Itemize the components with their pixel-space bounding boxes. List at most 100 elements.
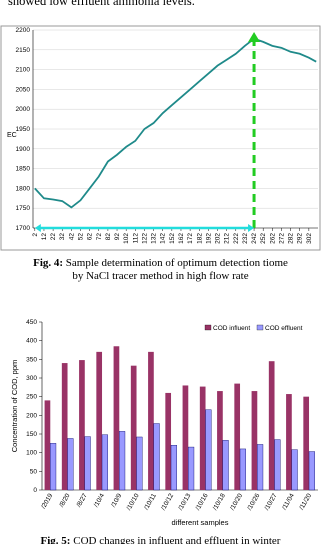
legend-label: COD effluent — [265, 325, 303, 332]
x-tick-label: /11/04 — [281, 492, 296, 511]
y-tick-label: 300 — [26, 375, 37, 382]
bar — [130, 365, 137, 490]
y-tick-label: 200 — [26, 412, 37, 419]
x-tick-label: 252 — [260, 233, 267, 244]
x-tick-label: 32 — [59, 233, 66, 241]
x-tick-label: /10/26 — [246, 492, 261, 511]
bar — [170, 445, 177, 491]
marker-arrow — [248, 32, 261, 42]
bar — [239, 448, 246, 491]
x-tick-label: 302 — [306, 233, 313, 244]
x-tick-label: /8/27 — [76, 492, 89, 508]
bar — [217, 391, 223, 490]
legend-swatch — [204, 324, 212, 331]
caption-label: Fig. 5: — [40, 535, 71, 544]
bar — [251, 391, 258, 490]
caption-text: Sample determination of optimum detectio… — [65, 257, 288, 282]
x-tick-label: 2 — [32, 233, 39, 237]
caption-text: COD changes in influent and effluent in … — [73, 535, 281, 544]
x-tick-label: 62 — [87, 233, 94, 241]
bar — [257, 444, 264, 491]
y-tick-label: 250 — [26, 394, 37, 401]
x-tick-label: 22 — [50, 233, 57, 241]
y-tick-label: 2100 — [16, 67, 31, 74]
x-tick-label: /10/9 — [110, 492, 123, 508]
bar — [291, 449, 298, 491]
bar — [234, 383, 241, 490]
x-tick-label: /10/27 — [264, 492, 279, 511]
legend-label: COD influent — [213, 325, 250, 332]
bar — [308, 451, 315, 491]
x-tick-label: 292 — [297, 233, 304, 244]
x-tick-label: /10/4 — [93, 492, 106, 508]
y-tick-label: 1850 — [16, 166, 31, 173]
bar — [67, 438, 74, 491]
caption-label: Fig. 4: — [33, 257, 64, 269]
x-tick-label: 242 — [251, 233, 258, 244]
x-tick-label: 92 — [114, 233, 121, 241]
x-tick-label: 142 — [160, 233, 167, 244]
x-tick-label: 52 — [78, 233, 85, 241]
x-tick-label: 152 — [169, 233, 176, 244]
x-tick-label: /10/10 — [126, 492, 141, 511]
y-tick-label: 50 — [30, 468, 38, 475]
x-tick-label: /10/18 — [212, 492, 227, 511]
bar — [165, 392, 172, 490]
x-tick-label: /8/20 — [58, 492, 71, 508]
bar — [84, 436, 91, 491]
bar — [50, 443, 57, 491]
x-tick-label: 222 — [233, 233, 240, 244]
y-tick-label: 2050 — [16, 86, 31, 93]
legend-swatch — [256, 324, 264, 331]
chart-frame — [0, 25, 321, 251]
x-tick-label: 82 — [105, 233, 112, 241]
x-tick-label: 122 — [141, 233, 148, 244]
y-axis-label: EC — [7, 132, 17, 139]
bar — [79, 360, 85, 490]
x-tick-label: 192 — [205, 233, 212, 244]
y-tick-label: 2200 — [16, 27, 31, 34]
bar — [96, 351, 103, 490]
bar — [136, 436, 143, 491]
y-tick-label: 1950 — [16, 126, 31, 133]
x-tick-label: 212 — [224, 233, 231, 244]
bar — [274, 439, 281, 491]
x-tick-label: 132 — [151, 233, 158, 244]
bar — [199, 386, 206, 490]
x-tick-label: 182 — [196, 233, 203, 244]
y-tick-label: 1800 — [16, 185, 31, 192]
bar — [303, 396, 310, 490]
bar — [222, 440, 229, 491]
bar — [268, 361, 275, 490]
y-tick-label: 150 — [26, 431, 37, 438]
x-tick-label: /11/20 — [298, 492, 313, 511]
y-tick-label: 2000 — [16, 106, 31, 113]
caption: Fig. 5: COD changes in influent and effl… — [0, 535, 321, 544]
x-tick-label: /10/16 — [195, 492, 210, 511]
bar — [44, 400, 51, 490]
bar — [182, 385, 189, 490]
x-tick-label: /10/11 — [143, 492, 158, 511]
x-tick-label: /10/13 — [177, 492, 192, 511]
x-axis-label: different samples — [172, 518, 229, 527]
body-text: showed low effluent ammonia levels. — [8, 0, 195, 8]
x-tick-label: 162 — [178, 233, 185, 244]
x-tick-label: 172 — [187, 233, 194, 244]
bar — [113, 346, 120, 490]
bar — [286, 394, 292, 490]
y-tick-label: 450 — [26, 319, 37, 326]
x-tick-label: 282 — [288, 233, 295, 244]
y-tick-label: 350 — [26, 356, 37, 363]
y-tick-label: 1700 — [16, 225, 31, 232]
x-tick-label: 112 — [132, 233, 139, 244]
y-tick-label: 0 — [33, 487, 37, 494]
y-tick-label: 1750 — [16, 205, 31, 212]
y-tick-label: 100 — [26, 450, 37, 457]
bar — [205, 409, 212, 491]
x-tick-label: 232 — [242, 233, 249, 244]
y-tick-label: 1900 — [16, 146, 31, 153]
bar — [101, 434, 108, 491]
bar — [61, 363, 68, 490]
